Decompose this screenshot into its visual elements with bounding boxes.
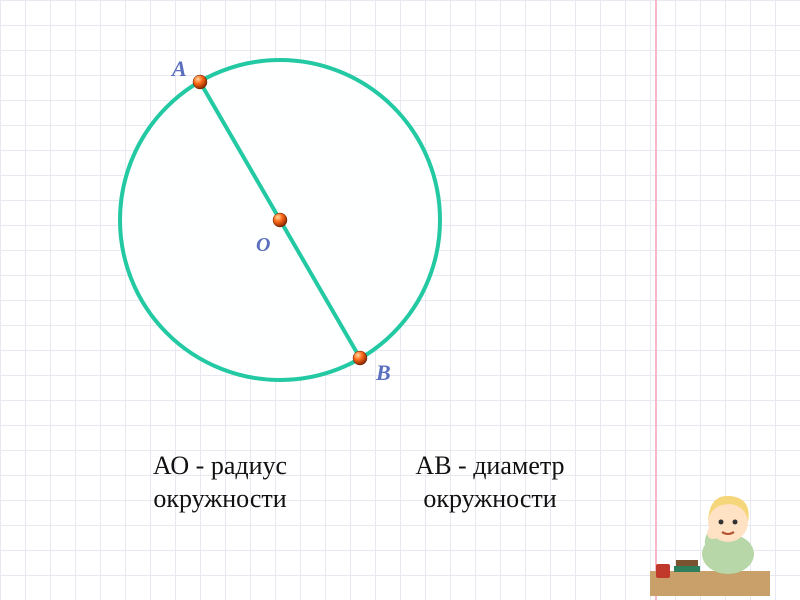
point-a <box>193 75 207 89</box>
caption-diameter-line2: окружности <box>423 484 556 513</box>
eye-left <box>719 520 724 525</box>
label-o: О <box>256 234 270 257</box>
mug <box>656 564 670 578</box>
caption-radius-line1: АО - радиус <box>153 451 287 480</box>
caption-diameter: АВ - диаметр окружности <box>360 450 620 515</box>
point-b <box>353 351 367 365</box>
mascot-illustration <box>650 476 770 596</box>
label-b: В <box>376 360 391 386</box>
point-o <box>273 213 287 227</box>
label-a: А <box>172 56 187 82</box>
caption-radius-line2: окружности <box>153 484 286 513</box>
caption-radius: АО - радиус окружности <box>100 450 340 515</box>
caption-diameter-line1: АВ - диаметр <box>415 451 564 480</box>
hand <box>707 527 719 539</box>
book-2 <box>676 560 698 566</box>
eye-right <box>733 520 738 525</box>
book-1 <box>674 566 700 572</box>
